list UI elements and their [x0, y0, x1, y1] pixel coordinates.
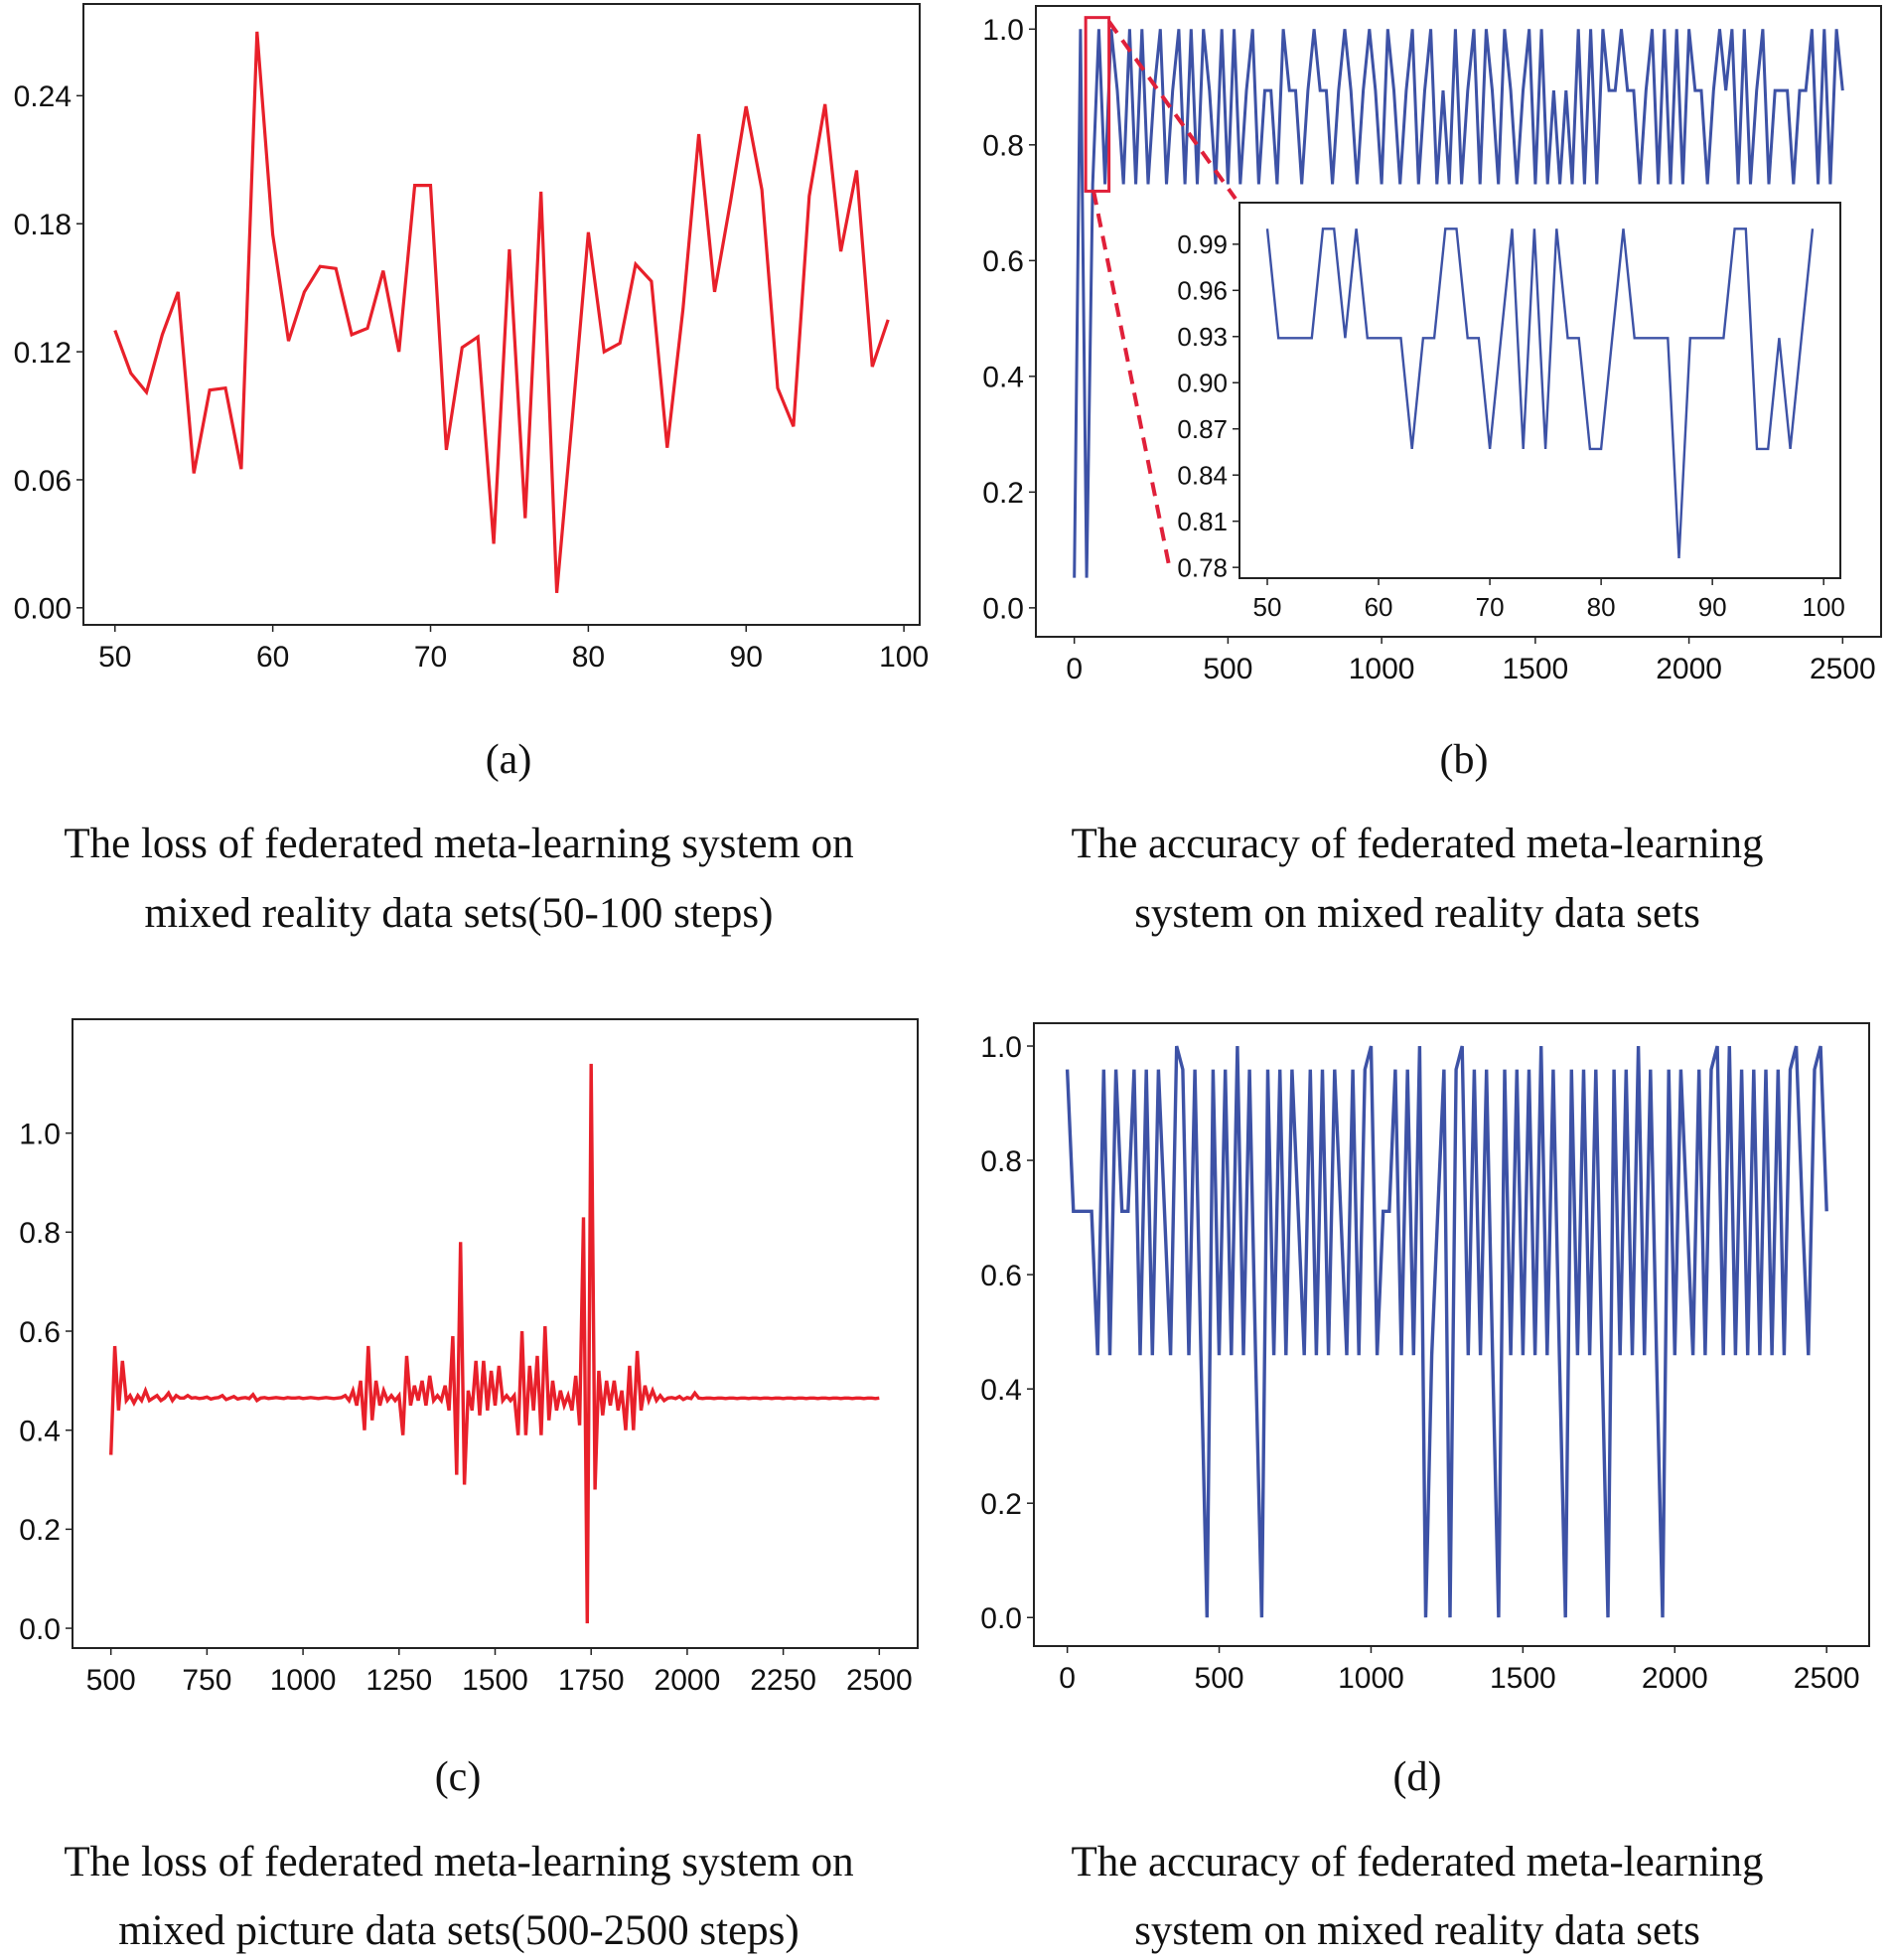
a-y-tick-label: 0.12: [14, 337, 72, 370]
b-zoom-region-marker: [1084, 16, 1111, 193]
caption-a-line2: mixed reality data sets(50-100 steps): [144, 890, 774, 937]
b-inset-y-tick-label: 0.99: [1177, 229, 1228, 259]
b-y-tick-label: 0.2: [982, 477, 1024, 510]
caption-c-line2: mixed picture data sets(500-2500 steps): [118, 1907, 800, 1954]
b-inset-x-tick-label: 70: [1476, 592, 1505, 622]
b-inset-y-tick-label: 0.84: [1177, 461, 1228, 491]
d-x-tick-label: 1000: [1338, 1662, 1404, 1695]
b-x-tick-label: 0: [1066, 653, 1083, 685]
a-y-tick-label: 0.24: [14, 80, 72, 113]
d-x-tick-label: 500: [1195, 1662, 1244, 1695]
b-y-tick-label: 0.6: [982, 245, 1024, 278]
a-y-tick-label: 0.06: [14, 465, 72, 498]
b-inset-y-tick-label: 0.96: [1177, 276, 1228, 306]
c-x-tick-label: 500: [86, 1664, 136, 1697]
b-y-tick-label: 0.0: [982, 593, 1024, 626]
b-zoom-connector-line: [1106, 20, 1237, 201]
c-x-tick-label: 2500: [846, 1664, 913, 1697]
b-inset-series-line: [1265, 227, 1815, 558]
b-plot-frame: [1035, 5, 1882, 638]
a-series-line: [113, 31, 890, 593]
b-inset-x-tick-label: 50: [1253, 592, 1282, 622]
d-y-tick-label: 1.0: [980, 1031, 1022, 1064]
d-x-tick-label: 0: [1059, 1662, 1076, 1695]
d-x-tick-label: 2000: [1642, 1662, 1708, 1695]
d-y-tick-label: 0.2: [980, 1488, 1022, 1521]
caption-d-tag: (d): [1392, 1754, 1442, 1800]
b-inset-x-tick-label: 60: [1365, 592, 1393, 622]
b-y-tick-label: 0.4: [982, 362, 1024, 394]
b-y-tick-label: 1.0: [982, 14, 1024, 47]
d-y-tick-label: 0.6: [980, 1260, 1022, 1292]
d-y-tick-label: 0.8: [980, 1145, 1022, 1178]
b-x-tick-label: 2500: [1810, 653, 1876, 685]
c-x-tick-label: 2000: [655, 1664, 721, 1697]
c-x-tick-label: 2250: [750, 1664, 816, 1697]
a-x-tick-label: 90: [730, 641, 763, 674]
a-x-tick-label: 100: [879, 641, 929, 674]
b-inset-chart: 50 60 70 80 90 100 0.78 0.81 0.84 0.87 0.90 0.93 0.9…: [1177, 202, 1845, 622]
c-y-tick-label: 1.0: [19, 1118, 61, 1150]
c-y-tick-label: 0.8: [19, 1217, 61, 1250]
c-y-tick-label: 0.0: [19, 1613, 61, 1646]
c-x-tick-label: 1000: [270, 1664, 337, 1697]
chart-d-accuracy-reality: 0 500 1000 1500 2000 2500 0.0 0.2 0.4 0.6 0.8 1.0: [980, 1022, 1870, 1695]
d-y-tick-label: 0.0: [980, 1602, 1022, 1635]
caption-d-line1: The accuracy of federated meta-learning: [1071, 1839, 1764, 1885]
b-inset-y-tick-label: 0.90: [1177, 369, 1228, 398]
caption-b-tag: (b): [1439, 737, 1489, 783]
c-x-tick-label: 1750: [558, 1664, 625, 1697]
c-x-tick-label: 1500: [462, 1664, 528, 1697]
d-plot-frame: [1033, 1022, 1870, 1647]
c-x-tick-label: 1250: [365, 1664, 432, 1697]
b-inset-x-tick-label: 90: [1698, 592, 1727, 622]
b-inset-y-tick-label: 0.81: [1177, 507, 1228, 536]
b-inset-y-tick-label: 0.78: [1177, 553, 1228, 583]
a-plot-frame: [82, 3, 921, 626]
a-x-tick-label: 60: [256, 641, 289, 674]
d-x-tick-label: 2500: [1794, 1662, 1860, 1695]
b-inset-x-tick-label: 100: [1802, 592, 1844, 622]
caption-a-tag: (a): [485, 737, 532, 783]
caption-d-line2: system on mixed reality data sets: [1134, 1907, 1700, 1954]
chart-b-accuracy-reality: 0 500 1000 1500 2000 2500 0.0 0.2 0.4 0.6 0.8 1.0 50…: [982, 5, 1882, 685]
chart-c-loss-picture: 500 750 1000 1250 1500 1750 2000 2250 2500 0.0 0.2…: [19, 1018, 919, 1697]
a-y-tick-label: 0.18: [14, 209, 72, 241]
c-y-tick-label: 0.2: [19, 1514, 61, 1547]
caption-c-line1: The loss of federated meta-learning syst…: [64, 1839, 854, 1885]
d-y-tick-label: 0.4: [980, 1374, 1022, 1407]
a-x-tick-label: 50: [98, 641, 131, 674]
chart-a-loss-reality: 50 60 70 80 90 100 0.00 0.06 0.12 0.18 0.24: [14, 3, 929, 674]
caption-a-line1: The loss of federated meta-learning syst…: [64, 821, 854, 867]
b-inset-y-tick-label: 0.87: [1177, 414, 1228, 444]
a-x-tick-label: 80: [572, 641, 605, 674]
b-x-tick-label: 1500: [1502, 653, 1568, 685]
c-plot-frame: [72, 1018, 919, 1649]
c-x-tick-label: 750: [182, 1664, 231, 1697]
caption-b-line2: system on mixed reality data sets: [1134, 890, 1700, 937]
b-zoom-connector-line: [1092, 191, 1172, 571]
c-y-tick-label: 0.6: [19, 1316, 61, 1349]
caption-b-line1: The accuracy of federated meta-learning: [1071, 821, 1764, 867]
c-series-line: [109, 1063, 880, 1624]
b-inset-x-tick-label: 80: [1587, 592, 1616, 622]
b-inset-y-tick-label: 0.93: [1177, 322, 1228, 352]
caption-c-tag: (c): [434, 1754, 482, 1800]
a-x-tick-label: 70: [414, 641, 447, 674]
b-inset-plot-frame: [1238, 202, 1841, 579]
c-y-tick-label: 0.4: [19, 1415, 61, 1447]
b-y-tick-label: 0.8: [982, 130, 1024, 163]
a-y-tick-label: 0.00: [14, 593, 72, 626]
b-series-line: [1073, 29, 1844, 578]
b-x-tick-label: 2000: [1656, 653, 1722, 685]
d-series-line: [1065, 1045, 1828, 1618]
b-x-tick-label: 500: [1203, 653, 1252, 685]
d-x-tick-label: 1500: [1490, 1662, 1556, 1695]
b-x-tick-label: 1000: [1349, 653, 1415, 685]
